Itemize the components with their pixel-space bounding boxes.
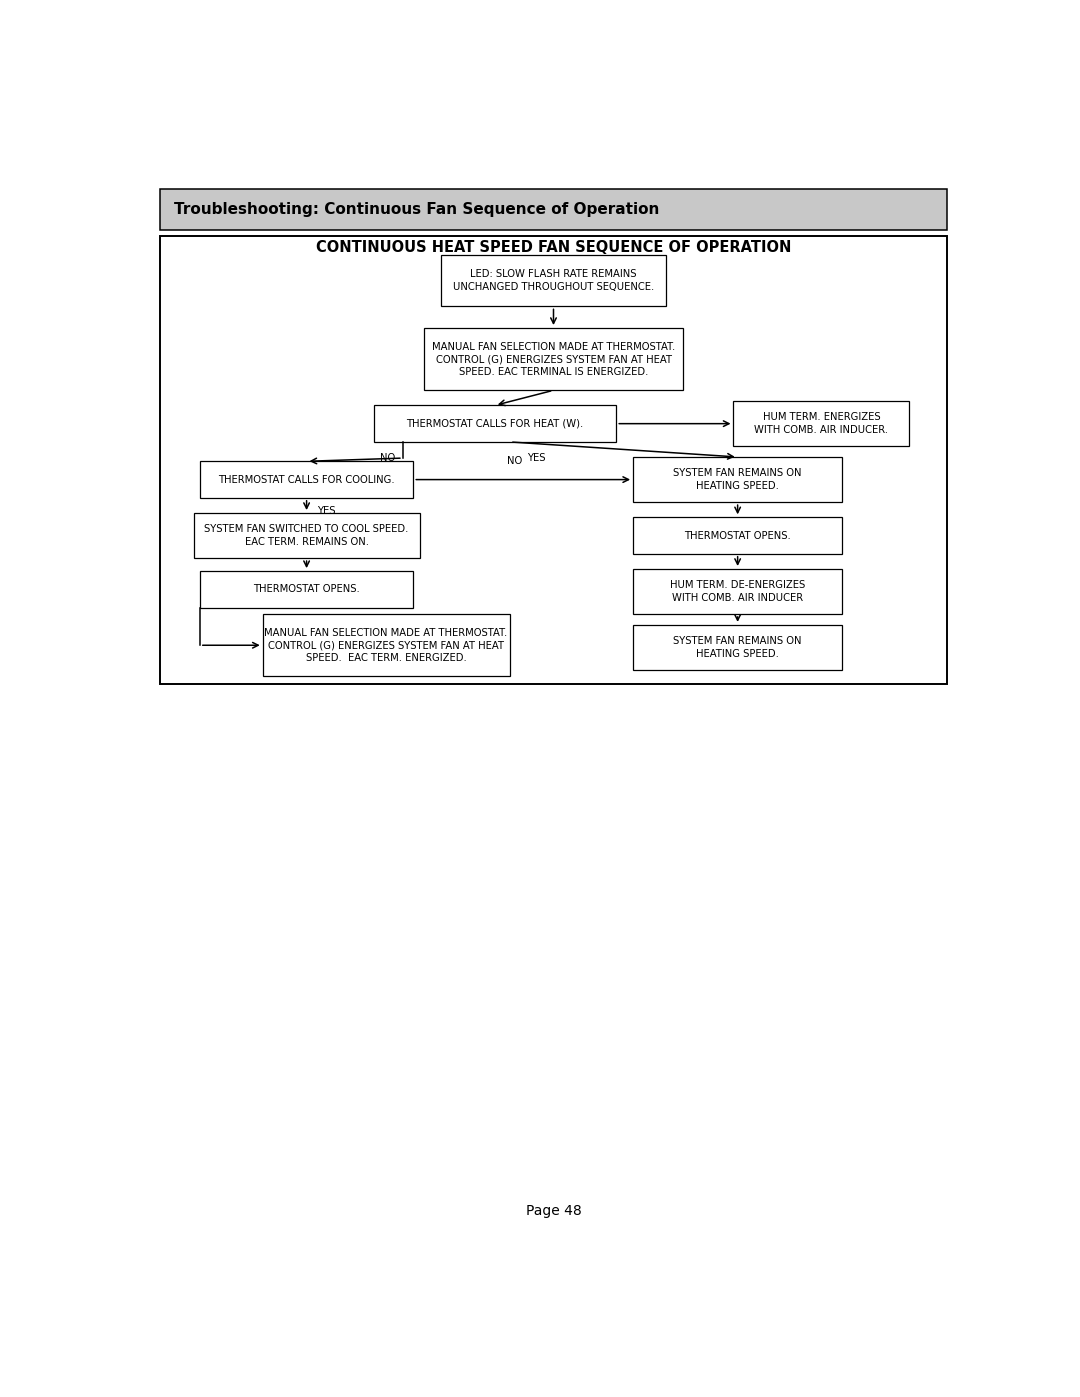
Text: SYSTEM FAN REMAINS ON
HEATING SPEED.: SYSTEM FAN REMAINS ON HEATING SPEED. (674, 636, 801, 658)
FancyBboxPatch shape (633, 569, 842, 615)
FancyBboxPatch shape (423, 328, 684, 390)
FancyBboxPatch shape (160, 189, 947, 231)
Text: SYSTEM FAN SWITCHED TO COOL SPEED.
EAC TERM. REMAINS ON.: SYSTEM FAN SWITCHED TO COOL SPEED. EAC T… (204, 524, 408, 546)
Text: THERMOSTAT CALLS FOR HEAT (W).: THERMOSTAT CALLS FOR HEAT (W). (406, 419, 583, 429)
FancyBboxPatch shape (193, 513, 419, 559)
FancyBboxPatch shape (441, 254, 666, 306)
FancyBboxPatch shape (200, 571, 414, 608)
Text: NO: NO (380, 453, 395, 462)
Text: YES: YES (527, 453, 546, 462)
FancyBboxPatch shape (633, 624, 842, 671)
FancyBboxPatch shape (733, 401, 909, 446)
Text: NO: NO (508, 455, 523, 465)
Text: Troubleshooting: Continuous Fan Sequence of Operation: Troubleshooting: Continuous Fan Sequence… (174, 203, 659, 217)
FancyBboxPatch shape (633, 457, 842, 502)
Text: THERMOSTAT CALLS FOR COOLING.: THERMOSTAT CALLS FOR COOLING. (218, 475, 395, 485)
FancyBboxPatch shape (200, 461, 414, 497)
Text: Page 48: Page 48 (526, 1204, 581, 1218)
Text: YES: YES (316, 507, 335, 517)
Text: MANUAL FAN SELECTION MADE AT THERMOSTAT.
CONTROL (G) ENERGIZES SYSTEM FAN AT HEA: MANUAL FAN SELECTION MADE AT THERMOSTAT.… (432, 342, 675, 377)
FancyBboxPatch shape (160, 236, 947, 685)
FancyBboxPatch shape (633, 517, 842, 553)
Text: CONTINUOUS HEAT SPEED FAN SEQUENCE OF OPERATION: CONTINUOUS HEAT SPEED FAN SEQUENCE OF OP… (315, 240, 792, 254)
Text: THERMOSTAT OPENS.: THERMOSTAT OPENS. (253, 584, 360, 594)
Text: MANUAL FAN SELECTION MADE AT THERMOSTAT.
CONTROL (G) ENERGIZES SYSTEM FAN AT HEA: MANUAL FAN SELECTION MADE AT THERMOSTAT.… (265, 627, 508, 662)
FancyBboxPatch shape (374, 405, 617, 441)
Text: HUM TERM. ENERGIZES
WITH COMB. AIR INDUCER.: HUM TERM. ENERGIZES WITH COMB. AIR INDUC… (754, 412, 889, 434)
Text: THERMOSTAT OPENS.: THERMOSTAT OPENS. (685, 531, 791, 541)
Text: HUM TERM. DE-ENERGIZES
WITH COMB. AIR INDUCER: HUM TERM. DE-ENERGIZES WITH COMB. AIR IN… (670, 580, 806, 602)
Text: SYSTEM FAN REMAINS ON
HEATING SPEED.: SYSTEM FAN REMAINS ON HEATING SPEED. (674, 468, 801, 490)
Text: LED: SLOW FLASH RATE REMAINS
UNCHANGED THROUGHOUT SEQUENCE.: LED: SLOW FLASH RATE REMAINS UNCHANGED T… (453, 270, 654, 292)
FancyBboxPatch shape (262, 615, 510, 676)
